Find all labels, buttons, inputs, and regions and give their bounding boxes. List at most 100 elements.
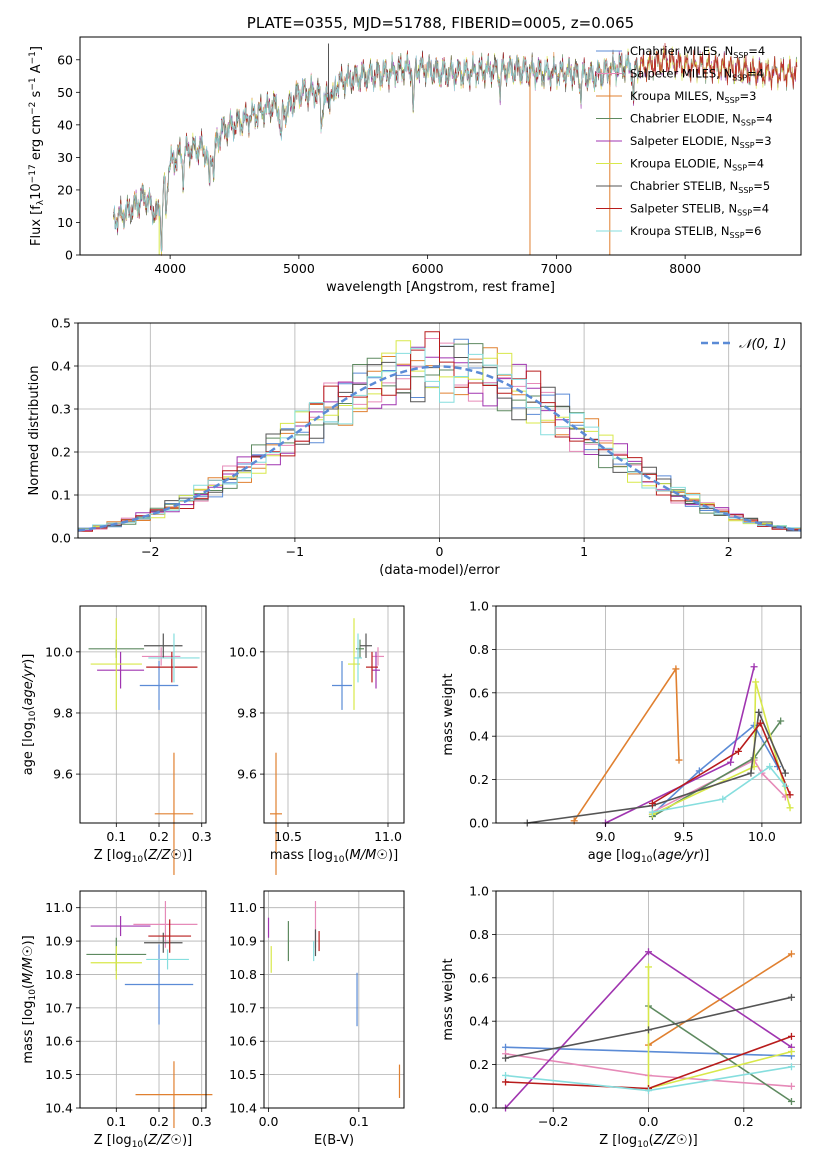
weight-marker (755, 708, 763, 716)
errorbar-point (148, 919, 192, 953)
x-tick-label: 0.1 (106, 829, 126, 844)
y-tick-label: 9.8 (53, 705, 73, 720)
age-vs-mass-errorbars (270, 618, 384, 875)
x-tick-label: 10.5 (274, 829, 302, 844)
x-tick-label: 0.1 (349, 1114, 369, 1129)
x-tick-label: 10.0 (748, 829, 776, 844)
spectrum-xlabel: wavelength [Angstrom, rest frame] (326, 280, 555, 295)
weight-marker (787, 1063, 795, 1071)
y-tick-label: 0.0 (469, 816, 489, 831)
age-vs-Z-panel: 0.1 0.2 0.3 9.6 9.8 10.0 Z [log10(Z/Z☉)] age … (21, 605, 212, 875)
x-tick-label: 0.2 (149, 1114, 169, 1129)
y-tick-label: 10 (57, 215, 73, 230)
y-tick-label: 10.5 (45, 1067, 73, 1082)
y-tick-label: 0.0 (469, 1101, 489, 1116)
weight-series-line (651, 724, 779, 815)
y-tick-label: 10.7 (229, 1000, 257, 1015)
y-tick-label: 11.0 (45, 900, 73, 915)
errorbar-point (366, 651, 378, 683)
age-vs-Z-xlabel: Z [log10(Z/Z☉)] (94, 848, 192, 865)
weight-vs-age-xlabel: age [log10(age/yr)] (588, 848, 710, 865)
weight-marker (787, 1082, 795, 1090)
spectrum-title: PLATE=0355, MJD=51788, FIBERID=0005, z=0… (247, 14, 634, 32)
spectrum-lines (113, 42, 798, 256)
y-tick-label: 0.2 (469, 1057, 489, 1072)
x-tick-label: 5000 (283, 261, 315, 276)
weight-vs-Z-lines (502, 948, 795, 1112)
x-tick-label: 7000 (540, 261, 572, 276)
weight-marker (766, 763, 774, 771)
y-tick-label: 0.4 (469, 729, 489, 744)
x-tick-label: 9.0 (596, 829, 616, 844)
weight-marker (727, 758, 735, 766)
weight-marker (787, 1032, 795, 1040)
y-tick-label: 60 (57, 52, 73, 67)
x-tick-label: 0.2 (149, 829, 169, 844)
mass-vs-Z-xlabel: Z [log10(Z/Z☉)] (94, 1133, 192, 1150)
legend-entry: Chabrier MILES, NSSP=4 (630, 44, 765, 60)
errorbar-point (97, 651, 145, 689)
y-tick-label: 10.9 (229, 934, 257, 949)
histogram-legend: 𝒩(0, 1) (701, 337, 786, 352)
errorbar-point (133, 901, 198, 948)
weight-marker (648, 799, 656, 807)
histogram-xlabel: (data-model)/error (379, 563, 500, 578)
y-tick-label: 10.6 (229, 1034, 257, 1049)
x-tick-label: −2 (141, 544, 159, 559)
age-vs-Z-ylabel: age [log10(age/yr)] (21, 654, 38, 776)
age-vs-mass-xlabel: mass [log10(M/M☉)] (270, 848, 398, 865)
weight-vs-age-lines (523, 663, 794, 827)
errorbar-point (372, 651, 380, 689)
x-tick-label: 11.0 (374, 829, 402, 844)
y-tick-label: 0.8 (469, 642, 489, 657)
y-tick-label: 9.6 (53, 767, 73, 782)
y-tick-label: 20 (57, 182, 73, 197)
weight-marker (734, 747, 742, 755)
normal-curve (77, 365, 802, 532)
spectrum-line (113, 53, 641, 252)
weight-marker (645, 1087, 652, 1095)
weight-marker (786, 804, 794, 812)
spectrum-ylabel: Flux [fλ10−17 erg cm−2 s−1 A−1] (28, 46, 46, 246)
weight-marker (781, 769, 789, 777)
y-tick-label: 1.0 (469, 599, 489, 614)
errorbar-point (148, 633, 200, 683)
legend-entry: Salpeter ELODIE, NSSP=3 (630, 134, 772, 150)
errorbar-point (139, 661, 179, 710)
y-tick-label: 9.8 (237, 705, 257, 720)
x-tick-label: 8000 (669, 261, 701, 276)
y-tick-label: 10.4 (229, 1101, 257, 1116)
y-tick-label: 10.8 (45, 967, 73, 982)
errorbar-point (332, 661, 352, 710)
residual-histogram-panel: −2 −1 0 1 2 0.0 0.1 0.2 0.3 0.4 0.5 (data-model)/e… (27, 316, 802, 578)
y-tick-label: 0.6 (469, 970, 489, 985)
legend-entry: Kroupa MILES, NSSP=3 (630, 89, 756, 105)
y-tick-label: 30 (57, 150, 73, 165)
weight-marker (750, 663, 758, 671)
weight-marker (787, 950, 795, 958)
y-tick-label: 0.1 (51, 488, 71, 503)
y-tick-label: 0.3 (51, 402, 71, 417)
histogram-series (77, 347, 801, 538)
weight-series-line (652, 759, 786, 813)
weight-marker (648, 808, 656, 816)
histogram-steps (77, 331, 802, 538)
y-tick-label: 0.5 (51, 316, 71, 331)
mass-vs-Z-ylabel: mass [log10(M/M☉)] (21, 935, 38, 1063)
y-tick-label: 0.2 (51, 445, 71, 460)
weight-marker (787, 993, 795, 1001)
errorbar-point (144, 633, 183, 658)
x-tick-label: 0.0 (259, 1114, 279, 1129)
weight-marker (502, 1043, 510, 1051)
weight-marker (747, 769, 755, 777)
y-tick-label: 50 (57, 85, 73, 100)
y-tick-label: 10.7 (45, 1000, 73, 1015)
x-tick-label: 6000 (412, 261, 444, 276)
errorbar-point (354, 633, 362, 683)
errorbar-point (90, 946, 142, 980)
weight-series-line (648, 1005, 792, 1103)
weight-vs-Z-panel: −0.2 0.0 0.2 0.0 0.2 0.4 0.6 0.8 1.0 Z [log10(Z/… (441, 884, 802, 1150)
errorbar-point (372, 647, 384, 666)
errorbar-point (154, 752, 194, 875)
